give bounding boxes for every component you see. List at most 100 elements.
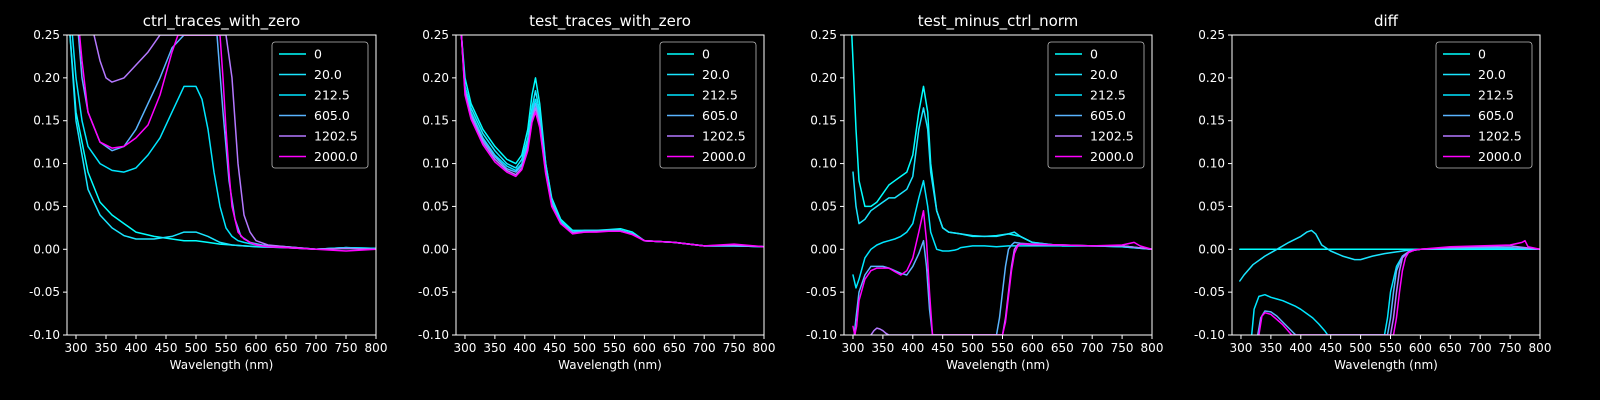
x-tick-label: 550 <box>991 341 1014 355</box>
x-tick-label: 350 <box>95 341 118 355</box>
x-tick-label: 500 <box>961 341 984 355</box>
series-line-2000.0 <box>460 35 764 248</box>
subplot-4: 300 350 400 450 500 550 600 650 700 750 800 -0.10 -0… <box>1194 12 1552 372</box>
chart-title: test_traces_with_zero <box>529 12 691 31</box>
legend-entry: 1202.5 <box>314 129 358 144</box>
x-tick-label: 500 <box>185 341 208 355</box>
legend: 0 20.0 212.5 605.0 1202.5 2000.0 <box>1435 41 1533 169</box>
y-tick-label: -0.10 <box>1194 328 1225 342</box>
x-tick-label: 700 <box>693 341 716 355</box>
legend-entry: 20.0 <box>314 67 342 82</box>
x-tick-label: 750 <box>335 341 358 355</box>
legend-entry: 605.0 <box>314 108 350 123</box>
y-tick-label: 0.05 <box>1198 199 1225 213</box>
y-tick-label: 0.15 <box>33 114 60 128</box>
legend-entry: 212.5 <box>702 88 738 103</box>
axes-frame <box>1231 34 1541 336</box>
series-group <box>69 35 376 252</box>
y-tick-label: 0.10 <box>1198 157 1225 171</box>
x-tick-label: 500 <box>573 341 596 355</box>
legend-entry: 2000.0 <box>1478 149 1522 164</box>
y-tick-label: -0.05 <box>1194 285 1225 299</box>
x-tick-label: 800 <box>365 341 388 355</box>
x-tick-label: 400 <box>513 341 536 355</box>
legend-entry: 605.0 <box>1478 108 1514 123</box>
x-tick-label: 600 <box>1021 341 1044 355</box>
x-tick-label: 300 <box>842 341 865 355</box>
y-tick-label: 0.15 <box>810 114 837 128</box>
x-tick-label: 450 <box>931 341 954 355</box>
legend-entry: 212.5 <box>1090 88 1126 103</box>
x-tick-label: 650 <box>1439 341 1462 355</box>
axes-frame <box>843 34 1153 336</box>
x-axis-label: Wavelength (nm) <box>946 358 1050 372</box>
legend-entry: 2000.0 <box>702 149 746 164</box>
y-tick-label: 0.05 <box>810 199 837 213</box>
x-tick-label: 500 <box>1349 341 1372 355</box>
axes-frame <box>455 34 765 336</box>
x-tick-label: 550 <box>1379 341 1402 355</box>
x-tick-label: 400 <box>901 341 924 355</box>
series-line-1202.5 <box>93 35 376 251</box>
legend-entry: 0 <box>314 47 322 62</box>
series-line-2000.0 <box>1258 239 1540 335</box>
y-tick-label: 0.20 <box>810 71 837 85</box>
series-line-2000.0 <box>78 35 376 252</box>
x-tick-label: 450 <box>155 341 178 355</box>
series-line-605.0 <box>1256 246 1540 335</box>
x-tick-label: 400 <box>125 341 148 355</box>
x-tick-label: 750 <box>1111 341 1134 355</box>
legend: 0 20.0 212.5 605.0 1202.5 2000.0 <box>659 41 757 169</box>
y-tick-label: -0.05 <box>806 285 837 299</box>
chart-title: ctrl_traces_with_zero <box>143 12 300 31</box>
subplot-3: 300 350 400 450 500 550 600 650 700 750 800 -0.10 -0… <box>806 12 1164 372</box>
legend-entry: 20.0 <box>702 67 730 82</box>
y-tick-label: 0.00 <box>422 242 449 256</box>
legend-entry: 20.0 <box>1090 67 1118 82</box>
x-tick-label: 600 <box>633 341 656 355</box>
legend: 0 20.0 212.5 605.0 1202.5 2000.0 <box>271 41 369 169</box>
x-tick-label: 650 <box>275 341 298 355</box>
y-tick-label: 0.15 <box>422 114 449 128</box>
x-tick-label: 650 <box>1051 341 1074 355</box>
legend-entry: 605.0 <box>1090 108 1126 123</box>
y-tick-label: 0.20 <box>422 71 449 85</box>
y-tick-label: -0.05 <box>29 285 60 299</box>
y-tick-label: 0.00 <box>1198 242 1225 256</box>
legend-entry: 605.0 <box>702 108 738 123</box>
y-tick-label: -0.10 <box>418 328 449 342</box>
legend-entry: 212.5 <box>1478 88 1514 103</box>
x-axis-label: Wavelength (nm) <box>170 358 274 372</box>
x-tick-label: 350 <box>1259 341 1282 355</box>
x-tick-label: 450 <box>543 341 566 355</box>
y-tick-label: 0.00 <box>810 242 837 256</box>
y-tick-label: 0.10 <box>810 157 837 171</box>
y-tick-label: 0.05 <box>422 199 449 213</box>
x-tick-label: 350 <box>871 341 894 355</box>
x-tick-label: 750 <box>1499 341 1522 355</box>
y-tick-label: 0.20 <box>33 71 60 85</box>
y-tick-label: 0.25 <box>33 28 60 42</box>
x-tick-label: 550 <box>603 341 626 355</box>
y-tick-label: 0.00 <box>33 242 60 256</box>
y-tick-label: 0.10 <box>33 157 60 171</box>
series-group <box>460 35 764 248</box>
series-line-2000.0 <box>852 209 1152 335</box>
subplot-2: 300 350 400 450 500 550 600 650 700 750 800 -0.10 -0… <box>418 12 776 372</box>
y-tick-label: 0.25 <box>1198 28 1225 42</box>
y-tick-label: 0.05 <box>33 199 60 213</box>
chart-title: test_minus_ctrl_norm <box>918 12 1079 31</box>
y-tick-label: 0.25 <box>810 28 837 42</box>
legend-entry: 2000.0 <box>1090 149 1134 164</box>
x-tick-label: 350 <box>483 341 506 355</box>
x-axis-label: Wavelength (nm) <box>558 358 662 372</box>
legend-entry: 1202.5 <box>702 129 746 144</box>
y-tick-label: 0.10 <box>422 157 449 171</box>
y-tick-label: -0.10 <box>29 328 60 342</box>
x-tick-label: 600 <box>245 341 268 355</box>
axes-frame <box>66 34 377 336</box>
x-tick-label: 600 <box>1409 341 1432 355</box>
x-tick-label: 800 <box>1141 341 1164 355</box>
legend-entry: 20.0 <box>1478 67 1506 82</box>
